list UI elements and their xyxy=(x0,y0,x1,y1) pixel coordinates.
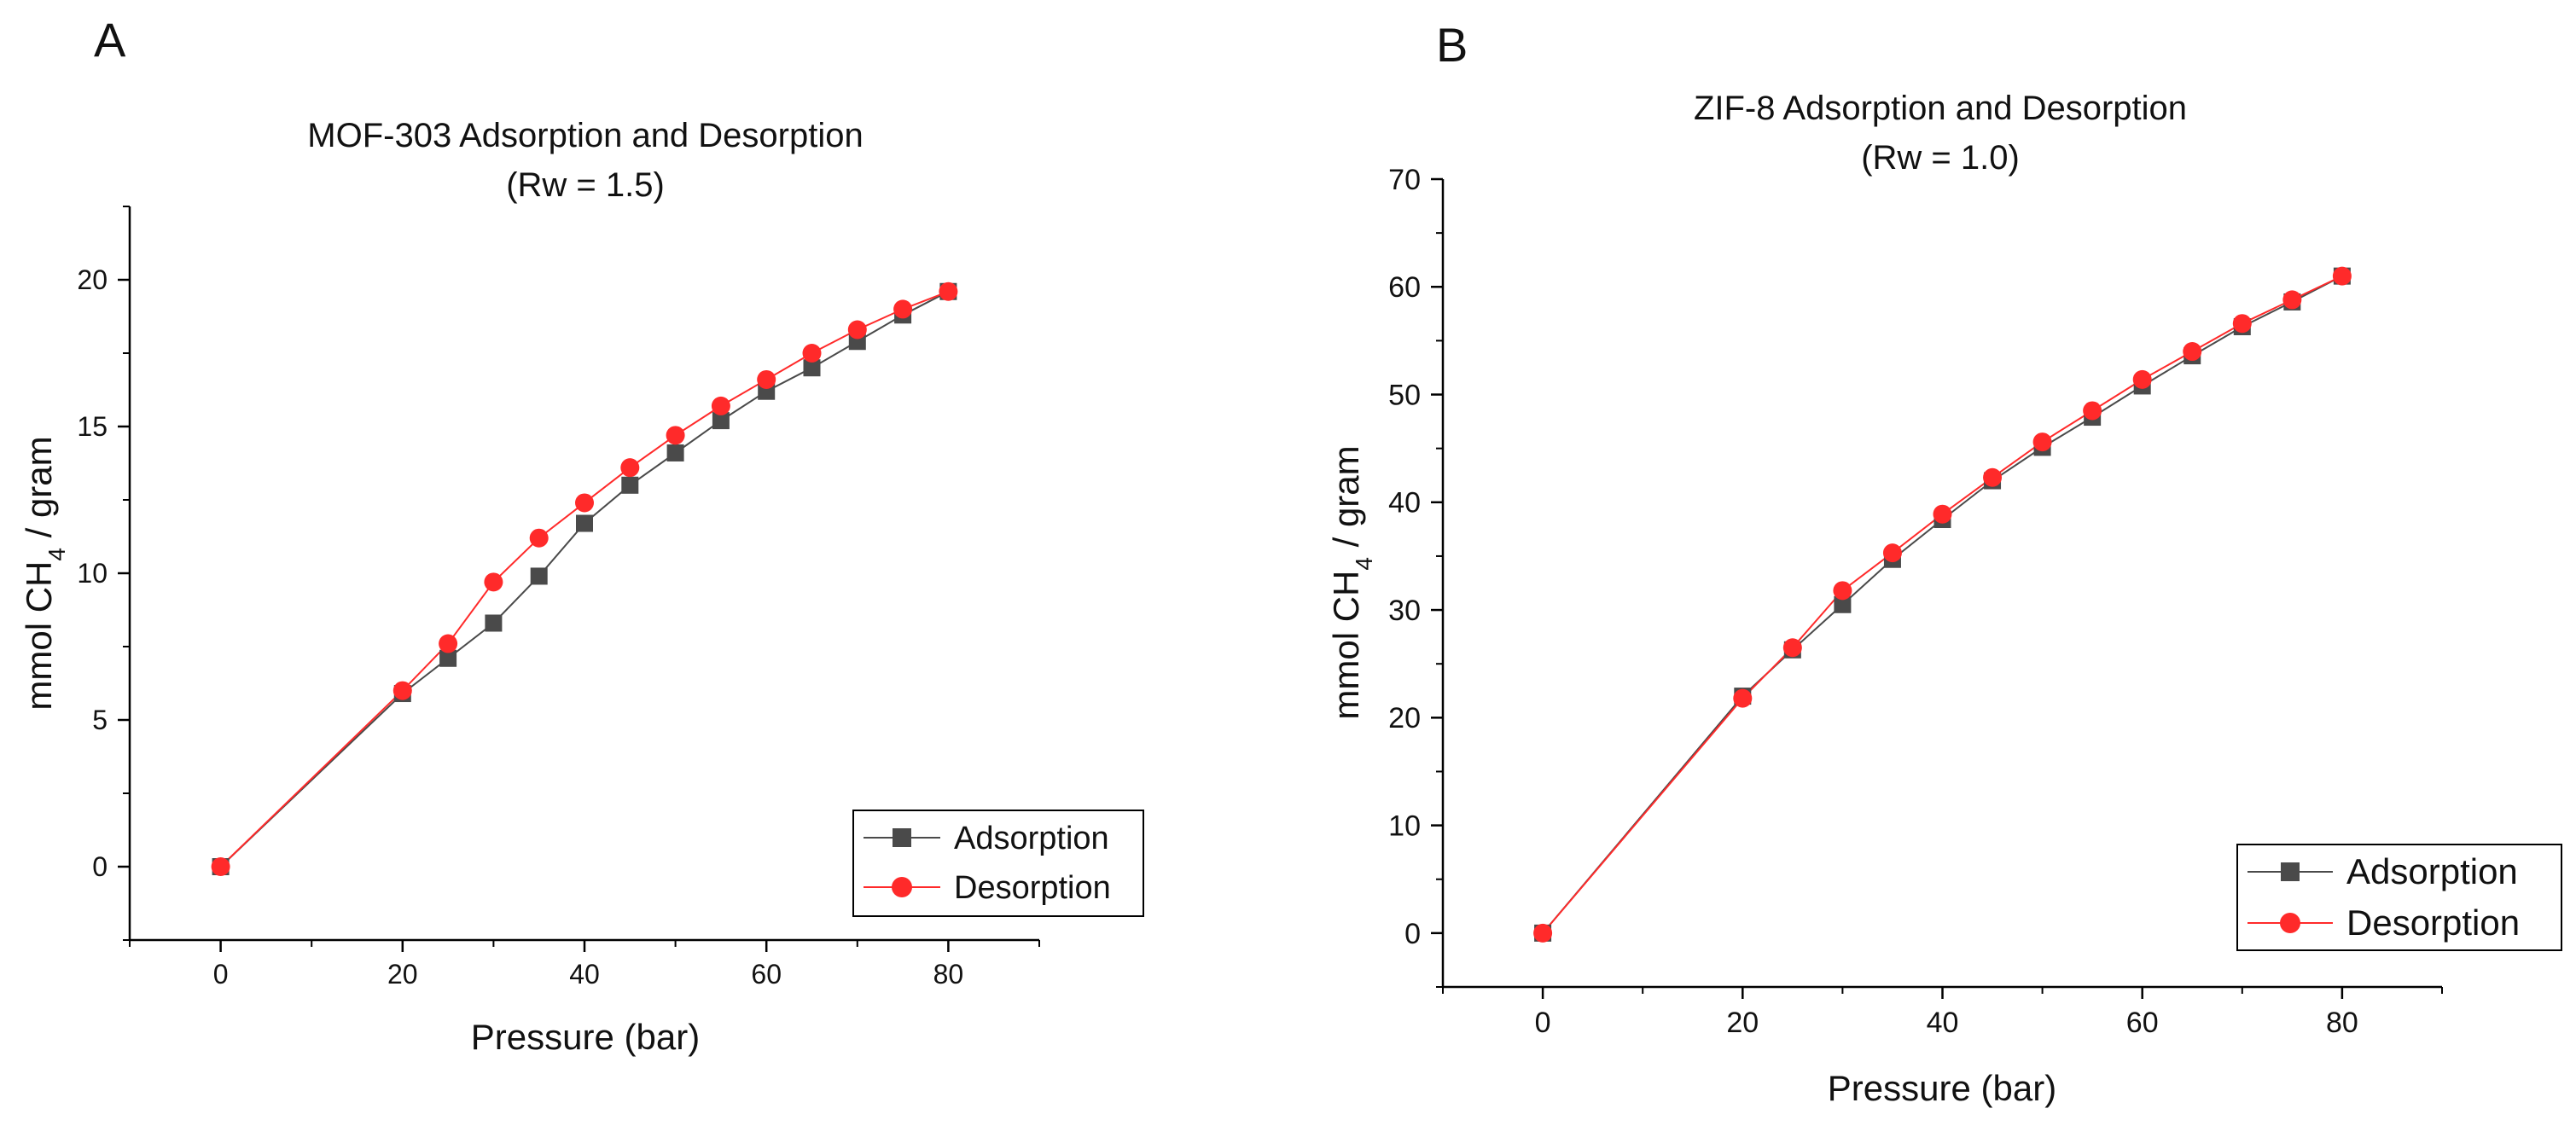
data-point-adsorption xyxy=(1834,595,1852,613)
y-tick-label: 5 xyxy=(92,705,108,735)
x-tick-label: 0 xyxy=(1535,1007,1551,1039)
data-point-desorption xyxy=(847,320,867,340)
chart-title: ZIF-8 Adsorption and Desorption xyxy=(1694,90,2187,127)
data-point-desorption xyxy=(529,528,549,548)
legend-box xyxy=(852,810,1144,917)
data-point-adsorption xyxy=(803,359,821,377)
x-tick-label: 80 xyxy=(2326,1007,2358,1039)
legend: Adsorption Desorption xyxy=(2236,844,2562,951)
x-tick-label: 20 xyxy=(1726,1007,1759,1039)
legend-marker-adsorption xyxy=(893,828,911,847)
data-point-desorption xyxy=(893,299,913,319)
panel-b: B ZIF-8 Adsorption and Desorption (Rw = … xyxy=(1326,18,2562,1108)
panel-a: A MOF-303 Adsorption and Desorption (Rw … xyxy=(19,13,1144,1057)
y-tick-label: 0 xyxy=(92,851,108,882)
y-axis-label: mmol CH4 / gram xyxy=(19,436,70,710)
series-line-adsorption xyxy=(219,290,949,868)
data-point-desorption xyxy=(1882,543,1902,563)
data-point-desorption xyxy=(1733,688,1753,708)
data-point-desorption xyxy=(939,282,958,301)
data-point-adsorption xyxy=(439,649,457,667)
data-point-desorption xyxy=(2083,401,2102,421)
x-tick-label: 60 xyxy=(2126,1007,2159,1039)
data-point-desorption xyxy=(439,634,458,653)
panel-letter: B xyxy=(1436,18,1468,72)
x-tick-label: 20 xyxy=(387,959,418,990)
data-point-desorption xyxy=(1933,504,1952,524)
panel-letter: A xyxy=(94,13,126,67)
data-point-adsorption xyxy=(621,476,639,494)
legend-label-adsorption: Adsorption xyxy=(2346,851,2518,891)
data-point-desorption xyxy=(1833,581,1852,601)
x-tick-label: 0 xyxy=(213,959,229,990)
y-tick-label: 30 xyxy=(1388,595,1421,627)
y-tick-label: 70 xyxy=(1388,164,1421,196)
data-point-desorption xyxy=(1533,923,1553,943)
y-tick-label: 10 xyxy=(1388,810,1421,843)
y-axis-label: mmol CH4 / gram xyxy=(1326,445,1377,719)
legend-label-adsorption: Adsorption xyxy=(954,821,1109,856)
y-tick-label: 20 xyxy=(77,264,108,295)
chart-title: MOF-303 Adsorption and Desorption xyxy=(307,117,863,154)
y-tick-label: 10 xyxy=(77,558,108,589)
data-point-adsorption xyxy=(576,514,593,532)
series-line-adsorption xyxy=(1542,275,2343,934)
chart-subtitle: (Rw = 1.5) xyxy=(506,166,665,204)
data-point-adsorption xyxy=(485,614,503,632)
legend-marker-desorption xyxy=(892,877,912,897)
y-tick-label: 60 xyxy=(1388,271,1421,304)
y-tick-label: 20 xyxy=(1388,702,1421,734)
y-axis-ticks: 0 5 10 15 20 xyxy=(77,206,130,941)
y-tick-label: 40 xyxy=(1388,487,1421,519)
data-point-desorption xyxy=(711,396,730,415)
data-point-desorption xyxy=(575,493,594,513)
x-axis-ticks: 0 20 40 60 80 xyxy=(129,940,1040,990)
data-point-adsorption xyxy=(712,412,730,430)
data-point-desorption xyxy=(802,344,822,363)
data-point-desorption xyxy=(393,681,412,700)
plot-area xyxy=(1533,266,2352,943)
data-point-desorption xyxy=(2282,290,2302,310)
data-point-desorption xyxy=(620,458,640,478)
plot-area xyxy=(211,282,958,876)
data-point-adsorption xyxy=(666,444,684,461)
y-tick-label: 15 xyxy=(77,411,108,442)
x-tick-label: 40 xyxy=(1927,1007,1959,1039)
data-point-desorption xyxy=(1983,467,2003,487)
data-point-desorption xyxy=(211,857,230,876)
series-line-desorption xyxy=(219,290,949,868)
x-axis-label: Pressure (bar) xyxy=(1828,1068,2056,1108)
legend-marker-adsorption xyxy=(2281,862,2300,881)
data-point-desorption xyxy=(1782,638,1802,658)
legend-label-desorption: Desorption xyxy=(2346,903,2520,943)
legend-marker-desorption xyxy=(2280,913,2300,933)
data-point-desorption xyxy=(757,369,776,389)
legend: Adsorption Desorption xyxy=(852,810,1144,917)
data-point-desorption xyxy=(2032,432,2052,452)
data-point-desorption xyxy=(2232,314,2252,334)
x-tick-label: 80 xyxy=(933,959,964,990)
data-point-adsorption xyxy=(530,567,548,585)
data-point-desorption xyxy=(2132,369,2152,389)
data-point-desorption xyxy=(2332,266,2352,286)
y-tick-label: 0 xyxy=(1404,918,1421,950)
x-axis-ticks: 0 20 40 60 80 xyxy=(1442,987,2443,1039)
data-point-desorption xyxy=(484,572,503,592)
data-point-desorption xyxy=(2183,342,2202,362)
legend-label-desorption: Desorption xyxy=(954,870,1111,906)
x-tick-label: 40 xyxy=(569,959,600,990)
y-axis-ticks: 0 10 20 30 40 50 60 70 xyxy=(1388,164,1443,988)
data-point-desorption xyxy=(666,426,685,445)
x-axis-label: Pressure (bar) xyxy=(471,1017,700,1057)
chart-subtitle: (Rw = 1.0) xyxy=(1861,139,2020,177)
y-tick-label: 50 xyxy=(1388,379,1421,411)
x-tick-label: 60 xyxy=(751,959,782,990)
series-line-desorption xyxy=(1542,275,2343,934)
